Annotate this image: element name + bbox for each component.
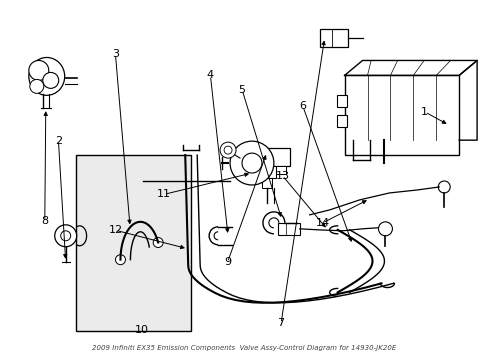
Bar bbox=[262, 166, 275, 178]
Bar bbox=[336, 95, 346, 107]
Circle shape bbox=[242, 153, 262, 173]
Circle shape bbox=[220, 142, 236, 158]
Circle shape bbox=[61, 231, 71, 241]
Circle shape bbox=[378, 222, 392, 236]
Circle shape bbox=[30, 80, 44, 93]
Circle shape bbox=[437, 181, 449, 193]
Bar bbox=[76, 155, 190, 330]
Circle shape bbox=[224, 146, 232, 154]
Bar bbox=[277, 223, 299, 235]
Text: 6: 6 bbox=[299, 102, 306, 112]
Circle shape bbox=[229, 141, 273, 185]
Text: 2: 2 bbox=[55, 136, 62, 145]
Ellipse shape bbox=[29, 58, 64, 95]
Circle shape bbox=[55, 225, 77, 247]
Text: 3: 3 bbox=[112, 49, 119, 59]
Text: 1: 1 bbox=[420, 107, 427, 117]
Circle shape bbox=[42, 72, 59, 88]
Bar bbox=[319, 28, 347, 46]
Text: 13: 13 bbox=[275, 171, 289, 181]
Bar bbox=[262, 148, 289, 166]
Circle shape bbox=[153, 238, 163, 247]
Text: 10: 10 bbox=[135, 325, 149, 335]
Bar bbox=[262, 178, 271, 188]
Text: 11: 11 bbox=[157, 189, 171, 199]
Circle shape bbox=[29, 60, 49, 80]
Bar bbox=[336, 115, 346, 127]
Bar bbox=[275, 166, 285, 174]
Text: 7: 7 bbox=[277, 319, 284, 328]
Circle shape bbox=[115, 255, 125, 265]
Bar bbox=[344, 75, 458, 155]
Text: 4: 4 bbox=[206, 70, 214, 80]
Text: 9: 9 bbox=[224, 257, 230, 267]
Text: 5: 5 bbox=[238, 85, 245, 95]
Text: 12: 12 bbox=[108, 225, 122, 235]
Text: 2009 Infiniti EX35 Emission Components  Valve Assy-Control Diagram for 14930-JK2: 2009 Infiniti EX35 Emission Components V… bbox=[92, 345, 396, 351]
Text: 14: 14 bbox=[315, 218, 329, 228]
Text: 8: 8 bbox=[41, 216, 48, 226]
